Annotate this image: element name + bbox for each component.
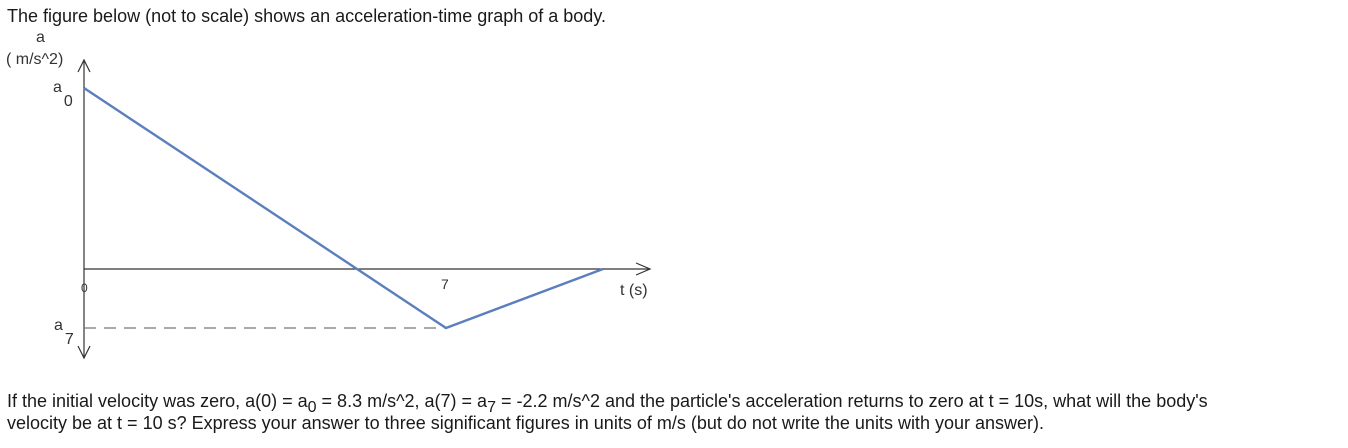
acceleration-series-line <box>83 86 604 330</box>
origin-label: 0 <box>81 281 88 295</box>
y-axis-arrow-up <box>77 58 91 73</box>
question-line-1: If the initial velocity was zero, a(0) =… <box>7 391 1208 416</box>
a7-label: a7 <box>54 317 74 348</box>
y-axis-unit-label: ( m/s^2) <box>6 51 63 68</box>
x-axis-arrow <box>635 262 652 276</box>
intro-text: The figure below (not to scale) shows an… <box>7 6 606 26</box>
acceleration-time-graph: a ( m/s^2) a0 a7 0 7 t (s) <box>6 29 652 360</box>
question-text: If the initial velocity was zero, a(0) =… <box>7 390 1345 434</box>
x-axis-label: t (s) <box>620 282 648 299</box>
question-line-2: velocity be at t = 10 s? Express your an… <box>7 413 1044 433</box>
x-tick-label-7: 7 <box>441 276 449 292</box>
y-axis-label: a <box>36 29 45 46</box>
a0-label: a0 <box>53 79 73 110</box>
y-axis-arrow-down <box>77 345 91 360</box>
